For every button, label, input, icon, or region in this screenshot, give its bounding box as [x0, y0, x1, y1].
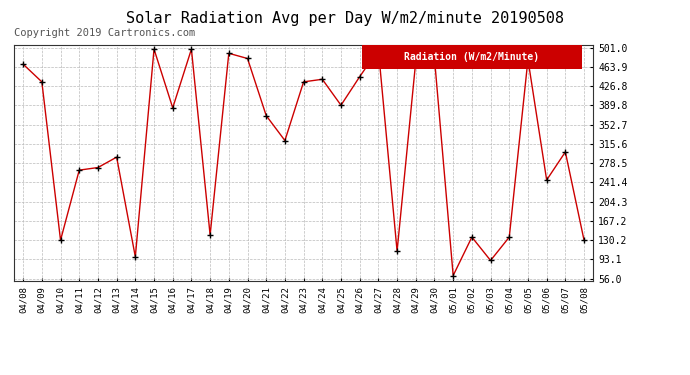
Text: Solar Radiation Avg per Day W/m2/minute 20190508: Solar Radiation Avg per Day W/m2/minute …: [126, 11, 564, 26]
Text: Copyright 2019 Cartronics.com: Copyright 2019 Cartronics.com: [14, 28, 195, 39]
